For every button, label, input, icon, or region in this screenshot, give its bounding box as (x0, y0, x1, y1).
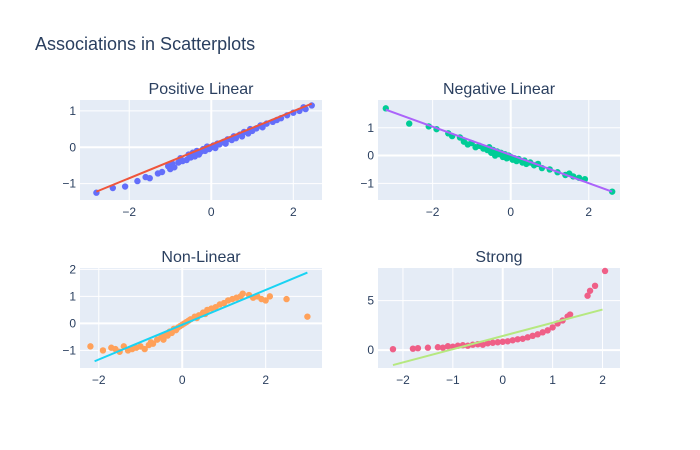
data-point (283, 295, 290, 303)
x-tick-label: 2 (599, 373, 606, 387)
data-point (524, 334, 531, 341)
y-tick-label: 0 (367, 149, 374, 163)
y-tick-label: 1 (367, 121, 374, 135)
data-point (484, 340, 491, 347)
x-tick-label: 1 (549, 373, 556, 387)
data-point (489, 339, 496, 346)
x-tick-label: 2 (290, 205, 297, 219)
data-point (232, 134, 240, 142)
data-point (539, 329, 546, 336)
data-point (99, 347, 107, 354)
data-point (529, 332, 536, 340)
subplot-3: −2 0 2 −1 0 1 2 Non-Linear (62, 249, 322, 387)
y-tick-label: 2 (69, 262, 76, 276)
data-point (160, 336, 167, 343)
data-point (591, 282, 599, 290)
trend-line (385, 108, 613, 193)
data-point (266, 293, 274, 300)
y-tick-label: −1 (360, 176, 374, 190)
x-tick-label: 2 (585, 205, 592, 219)
data-point (519, 335, 526, 342)
data-point (146, 174, 153, 182)
plot-area (378, 268, 620, 368)
data-point (439, 344, 447, 351)
subplot-1: −2 0 2 −1 0 1 Positive Linear (62, 81, 322, 219)
y-tick-label: −1 (62, 177, 76, 191)
trend-line (96, 102, 313, 193)
data-point (584, 292, 591, 299)
y-tick-label: 1 (69, 104, 76, 118)
data-point (121, 183, 129, 190)
x-tick-label: 2 (262, 373, 269, 387)
x-tick-label: −2 (92, 373, 106, 387)
data-point (304, 313, 311, 320)
data-point (406, 120, 413, 127)
data-point (601, 267, 609, 275)
x-tick-label: 0 (507, 205, 514, 219)
data-point (586, 287, 594, 294)
x-tick-label: 0 (499, 373, 506, 387)
data-point (514, 336, 521, 343)
y-tick-label: 5 (367, 294, 374, 308)
data-point (414, 344, 422, 352)
subplot-title: Non-Linear (161, 249, 241, 266)
data-point (424, 344, 432, 351)
subplot-title: Positive Linear (149, 81, 255, 98)
data-point (262, 297, 269, 304)
data-point (141, 345, 148, 353)
subplot-title: Strong (475, 249, 522, 266)
trend-line (94, 271, 308, 363)
data-point (499, 338, 506, 345)
y-tick-label: 0 (69, 140, 76, 154)
data-point (444, 343, 452, 350)
data-point (494, 339, 501, 346)
data-point (544, 327, 551, 334)
figure-title: Associations in Scatterplots (35, 34, 255, 54)
x-tick-label: 0 (208, 205, 215, 219)
data-point (158, 168, 166, 176)
y-tick-label: 0 (69, 316, 76, 330)
data-point (534, 331, 541, 338)
data-point (259, 124, 266, 131)
x-tick-label: −2 (426, 205, 440, 219)
subplot-title: Negative Linear (443, 81, 556, 98)
subplot-2: −2 0 2 −1 0 1 Negative Linear (360, 81, 620, 219)
y-tick-label: 0 (367, 343, 374, 357)
data-point (504, 338, 511, 345)
trend-line (392, 308, 603, 366)
data-point (479, 341, 486, 348)
x-tick-label: −2 (396, 373, 410, 387)
data-point (134, 177, 141, 185)
x-tick-label: −1 (446, 373, 460, 387)
x-tick-label: −2 (122, 205, 136, 219)
data-point (409, 345, 417, 352)
data-point (171, 164, 178, 171)
data-point (566, 311, 574, 318)
data-point (239, 290, 246, 297)
data-point (87, 343, 94, 350)
subplot-4: −2 −1 0 1 2 0 5 Strong (367, 249, 620, 387)
data-point (434, 344, 442, 351)
x-tick-label: 0 (179, 373, 186, 387)
y-tick-label: −1 (62, 343, 76, 357)
data-point (509, 337, 516, 344)
data-point (389, 345, 397, 353)
y-tick-label: 1 (69, 289, 76, 303)
data-point (149, 340, 157, 347)
data-point (549, 324, 556, 331)
